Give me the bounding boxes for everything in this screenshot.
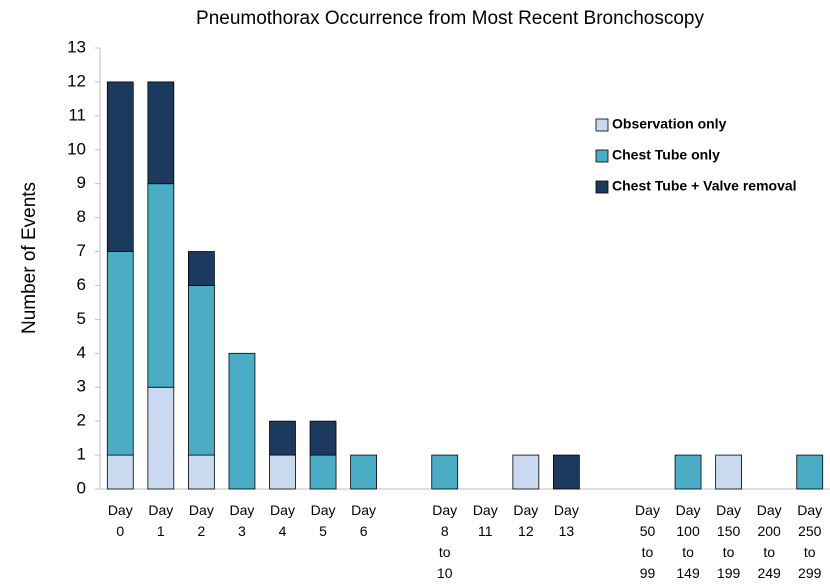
x-tick-label: Day 50 to 99 (635, 502, 660, 581)
legend-swatch (595, 180, 609, 194)
y-tick-label: 13 (67, 37, 86, 56)
y-tick-label: 11 (68, 105, 86, 124)
x-tick-label: Day 5 (311, 502, 336, 539)
bar-segment (431, 454, 459, 490)
bar-segment (147, 386, 175, 490)
y-tick-label: 2 (77, 411, 86, 430)
y-tick-label: 3 (77, 377, 86, 396)
bar-segment (147, 81, 175, 185)
x-tick-label: Day 11 (473, 502, 498, 539)
y-tick-label: 7 (77, 241, 86, 260)
bar-segment (106, 251, 134, 456)
x-tick-label: Day 12 (513, 502, 538, 539)
legend-label: Chest Tube + Valve removal (612, 178, 797, 194)
x-tick-label: Day 100 to 149 (676, 502, 701, 581)
x-tick-label: Day 250 to 299 (797, 502, 822, 581)
bar-segment (228, 352, 256, 490)
bar-segment (106, 81, 134, 252)
y-tick-label: 5 (77, 309, 86, 328)
bar-segment (188, 251, 215, 286)
x-tick-label: Day 8 to 10 (432, 502, 457, 581)
legend-swatch (595, 149, 609, 163)
x-tick-label: Day 13 (554, 502, 579, 539)
bar-segment (674, 454, 702, 490)
legend-swatch (595, 118, 609, 132)
bar-segment (188, 285, 215, 456)
x-tick-label: Day 3 (229, 502, 254, 539)
y-tick-label: 6 (77, 275, 86, 294)
chart-title: Pneumothorax Occurrence from Most Recent… (196, 8, 704, 29)
bar-segment (269, 420, 296, 456)
x-tick-label: Day 6 (351, 502, 376, 539)
x-tick-label: Day 0 (108, 502, 133, 539)
y-tick-label: 10 (67, 139, 86, 158)
y-axis-label: Number of Events (19, 182, 40, 334)
x-tick-label: Day 200 to 249 (757, 502, 782, 581)
bar-segment (106, 454, 134, 490)
legend-label: Chest Tube only (612, 147, 720, 163)
bar-segment (350, 454, 377, 490)
bar-segment (309, 454, 337, 490)
x-tick-label: Day 150 to 199 (716, 502, 741, 581)
bar-segment (269, 454, 296, 490)
bar-segment (715, 454, 742, 490)
bar-segment (796, 454, 824, 490)
bar-segment (553, 454, 580, 490)
y-tick-label: 0 (77, 478, 86, 497)
bar-segment (188, 454, 215, 490)
x-tick-label: Day 2 (189, 502, 214, 539)
legend-label: Observation only (612, 116, 727, 132)
x-tick-label: Day 4 (270, 502, 295, 539)
bar-segment (309, 420, 337, 456)
bar-segment (512, 454, 540, 490)
y-tick-label: 4 (77, 343, 86, 362)
y-tick-label: 8 (77, 207, 86, 226)
y-tick-label: 1 (77, 445, 86, 464)
bar-segment (147, 183, 175, 388)
y-tick-label: 12 (67, 71, 86, 90)
x-tick-label: Day 1 (148, 502, 173, 539)
y-tick-label: 9 (77, 173, 86, 192)
